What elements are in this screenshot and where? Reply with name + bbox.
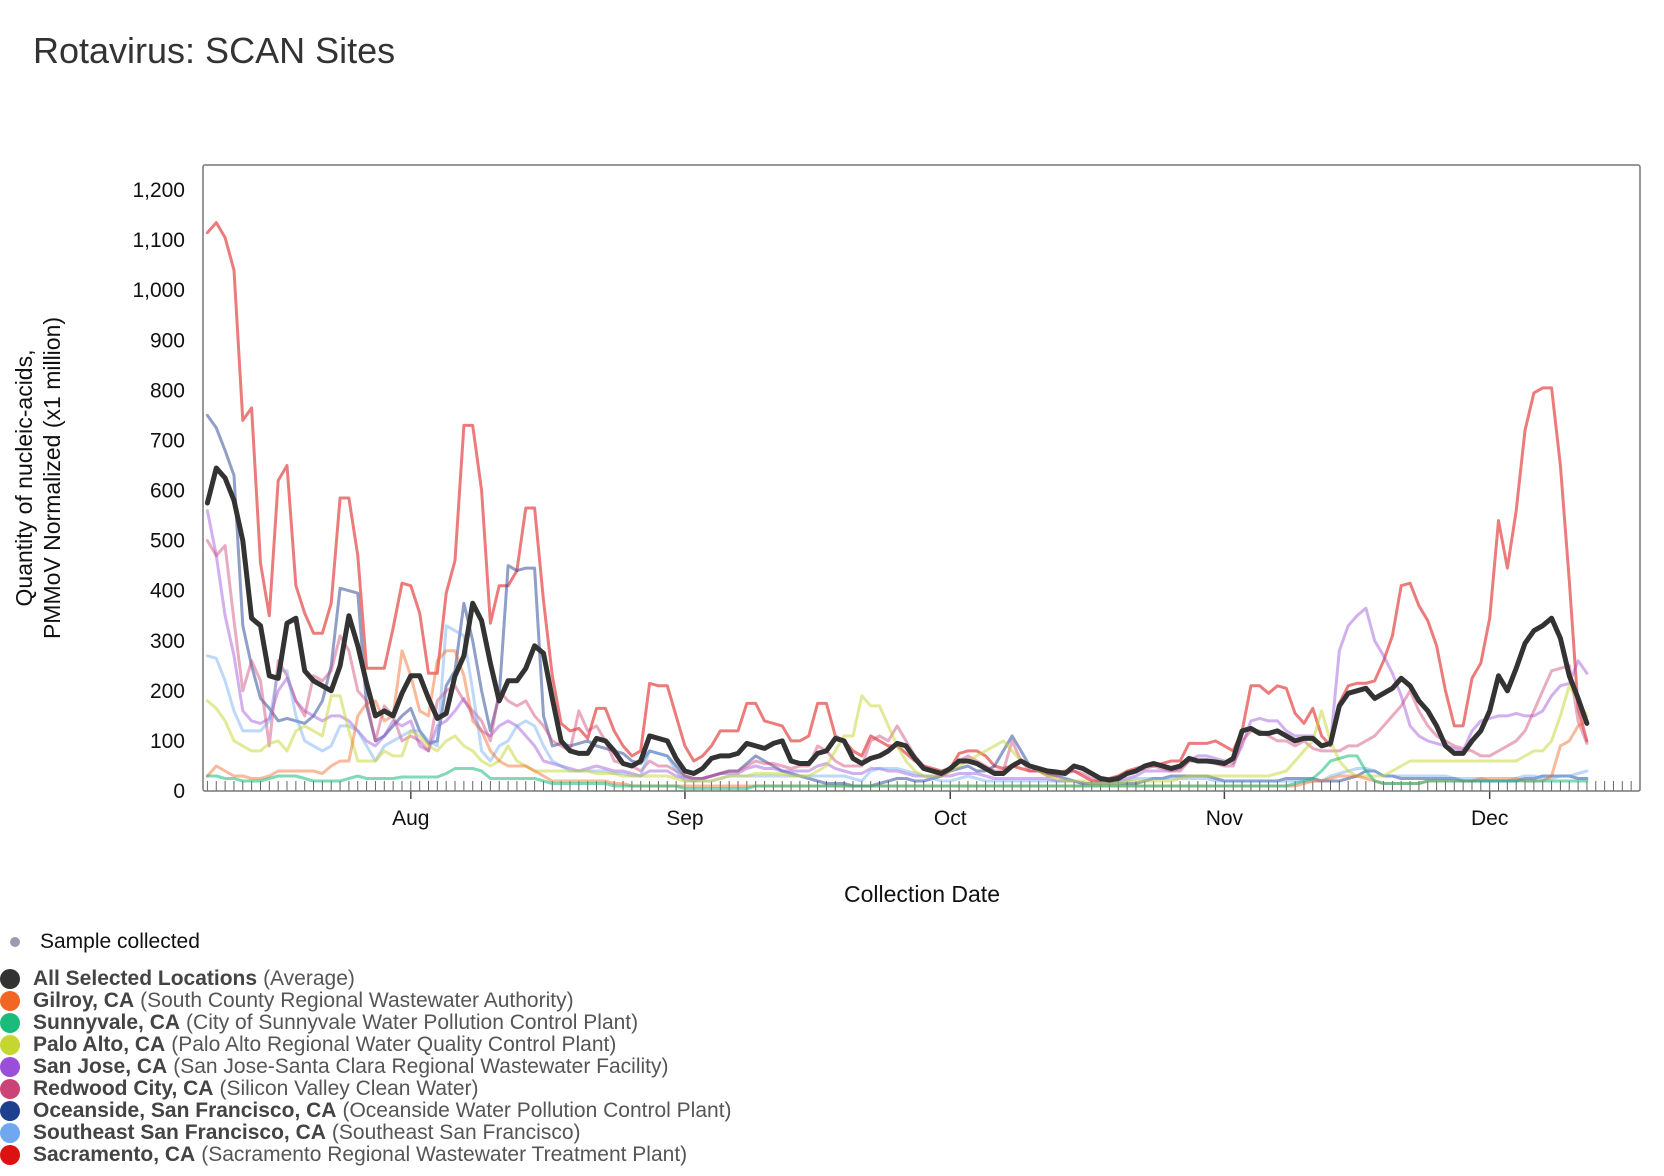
legend-location-desc: (Oceanside Water Pollution Control Plant… — [342, 1100, 732, 1122]
legend-location-name: All Selected Locations — [33, 968, 258, 990]
legend-location-name: Sunnyvale, CA — [33, 1012, 181, 1034]
x-tick-label: Nov — [1206, 807, 1244, 830]
x-tick-label: Dec — [1471, 807, 1508, 830]
y-tick-label: 1,200 — [132, 179, 185, 202]
y-tick-label: 600 — [150, 480, 185, 503]
legend-swatch-icon — [0, 1123, 20, 1143]
y-tick-label: 100 — [150, 730, 185, 753]
plot-frame — [202, 164, 1641, 792]
legend-item[interactable]: Southeast San Francisco, CA (Southeast Sa… — [0, 1122, 1000, 1144]
y-tick-label: 1,000 — [132, 279, 185, 302]
legend-location-desc: (South County Regional Wastewater Author… — [140, 990, 574, 1012]
legend-item[interactable]: Oceanside, San Francisco, CA (Oceanside W… — [0, 1100, 1000, 1122]
x-tick-label: Aug — [392, 807, 429, 830]
series-layer — [204, 221, 1590, 790]
page-title: Rotavirus: SCAN Sites — [33, 30, 396, 71]
sample-collected-legend: Sample collected — [10, 930, 200, 954]
y-tick-label: 800 — [150, 379, 185, 402]
legend-location-name: Palo Alto, CA — [33, 1034, 166, 1056]
series-line-redwood-city-ca[interactable] — [205, 539, 1589, 783]
legend-location-name: Gilroy, CA — [33, 990, 135, 1012]
y-tick-label: 700 — [150, 429, 185, 452]
y-axis: 0 100 200 300 400 500 600 700 800 900 1,000 1,100 1,… — [132, 179, 185, 803]
x-axis-title: Collection Date — [844, 881, 1000, 907]
legend-item[interactable]: Redwood City, CA (Silicon Valley Clean Wa… — [0, 1078, 1000, 1100]
legend-swatch-icon — [0, 969, 20, 989]
legend-location-desc: (San Jose-Santa Clara Regional Wastewate… — [173, 1056, 669, 1078]
y-axis-title-line-2: PMMoV Normalized (x1 million) — [39, 317, 65, 639]
legend-item[interactable]: Sacramento, CA (Sacramento Regional Waste… — [0, 1144, 1000, 1166]
x-tick-label: Sep — [666, 807, 703, 830]
legend-swatch-icon — [0, 1035, 20, 1055]
y-tick-label: 300 — [150, 630, 185, 653]
legend-location-name: Southeast San Francisco, CA — [33, 1122, 326, 1144]
legend-location-name: Redwood City, CA — [33, 1078, 214, 1100]
legend-swatch-icon — [0, 1101, 20, 1121]
legend-location-desc: (Sacramento Regional Wastewater Treatmen… — [201, 1144, 688, 1166]
y-tick-label: 900 — [150, 329, 185, 352]
series-line-southeast-san-francisco-ca[interactable] — [205, 624, 1589, 785]
series-line-sunnyvale-ca[interactable] — [205, 754, 1589, 790]
legend-item[interactable]: Gilroy, CA (South County Regional Wastewa… — [0, 990, 1000, 1012]
legend: All Selected Locations (Average) Gilroy, C… — [0, 968, 1000, 1166]
y-tick-label: 200 — [150, 680, 185, 703]
legend-swatch-icon — [0, 991, 20, 1011]
y-axis-title-line-1: Quantity of nucleic-acids, — [11, 350, 37, 607]
legend-location-name: San Jose, CA — [33, 1056, 168, 1078]
legend-location-desc: (Silicon Valley Clean Water) — [219, 1078, 479, 1100]
y-tick-label: 400 — [150, 580, 185, 603]
legend-location-name: Oceanside, San Francisco, CA — [33, 1100, 337, 1122]
legend-location-desc: (Palo Alto Regional Water Quality Contro… — [171, 1034, 617, 1056]
chart: 0 100 200 300 400 500 600 700 800 900 1,000 1,100 1,… — [11, 164, 1641, 907]
sample-collected-label: Sample collected — [40, 930, 200, 953]
legend-swatch-icon — [0, 1145, 20, 1165]
legend-location-name: Sacramento, CA — [33, 1144, 196, 1166]
legend-item[interactable]: All Selected Locations (Average) — [0, 968, 1000, 990]
legend-swatch-icon — [0, 1057, 20, 1077]
legend-location-desc: (Southeast San Francisco) — [331, 1122, 581, 1144]
y-tick-label: 1,100 — [132, 229, 185, 252]
x-tick-label: Oct — [934, 807, 967, 830]
legend-item[interactable]: San Jose, CA (San Jose-Santa Clara Region… — [0, 1056, 1000, 1078]
series-line-all-selected-locations[interactable] — [204, 465, 1590, 783]
legend-swatch-icon — [0, 1079, 20, 1099]
legend-location-desc: (Average) — [263, 968, 355, 990]
legend-item[interactable]: Sunnyvale, CA (City of Sunnyvale Water Po… — [0, 1012, 1000, 1034]
legend-item[interactable]: Palo Alto, CA (Palo Alto Regional Water Q… — [0, 1034, 1000, 1056]
legend-location-desc: (City of Sunnyvale Water Pollution Contr… — [186, 1012, 639, 1034]
y-tick-label: 500 — [150, 530, 185, 553]
x-axis: Aug Sep Oct Nov Dec — [206, 781, 1641, 830]
y-tick-label: 0 — [173, 780, 185, 803]
series-line-san-jose-ca[interactable] — [205, 509, 1589, 785]
legend-swatch-icon — [0, 1013, 20, 1033]
sample-dot-icon — [10, 937, 20, 947]
